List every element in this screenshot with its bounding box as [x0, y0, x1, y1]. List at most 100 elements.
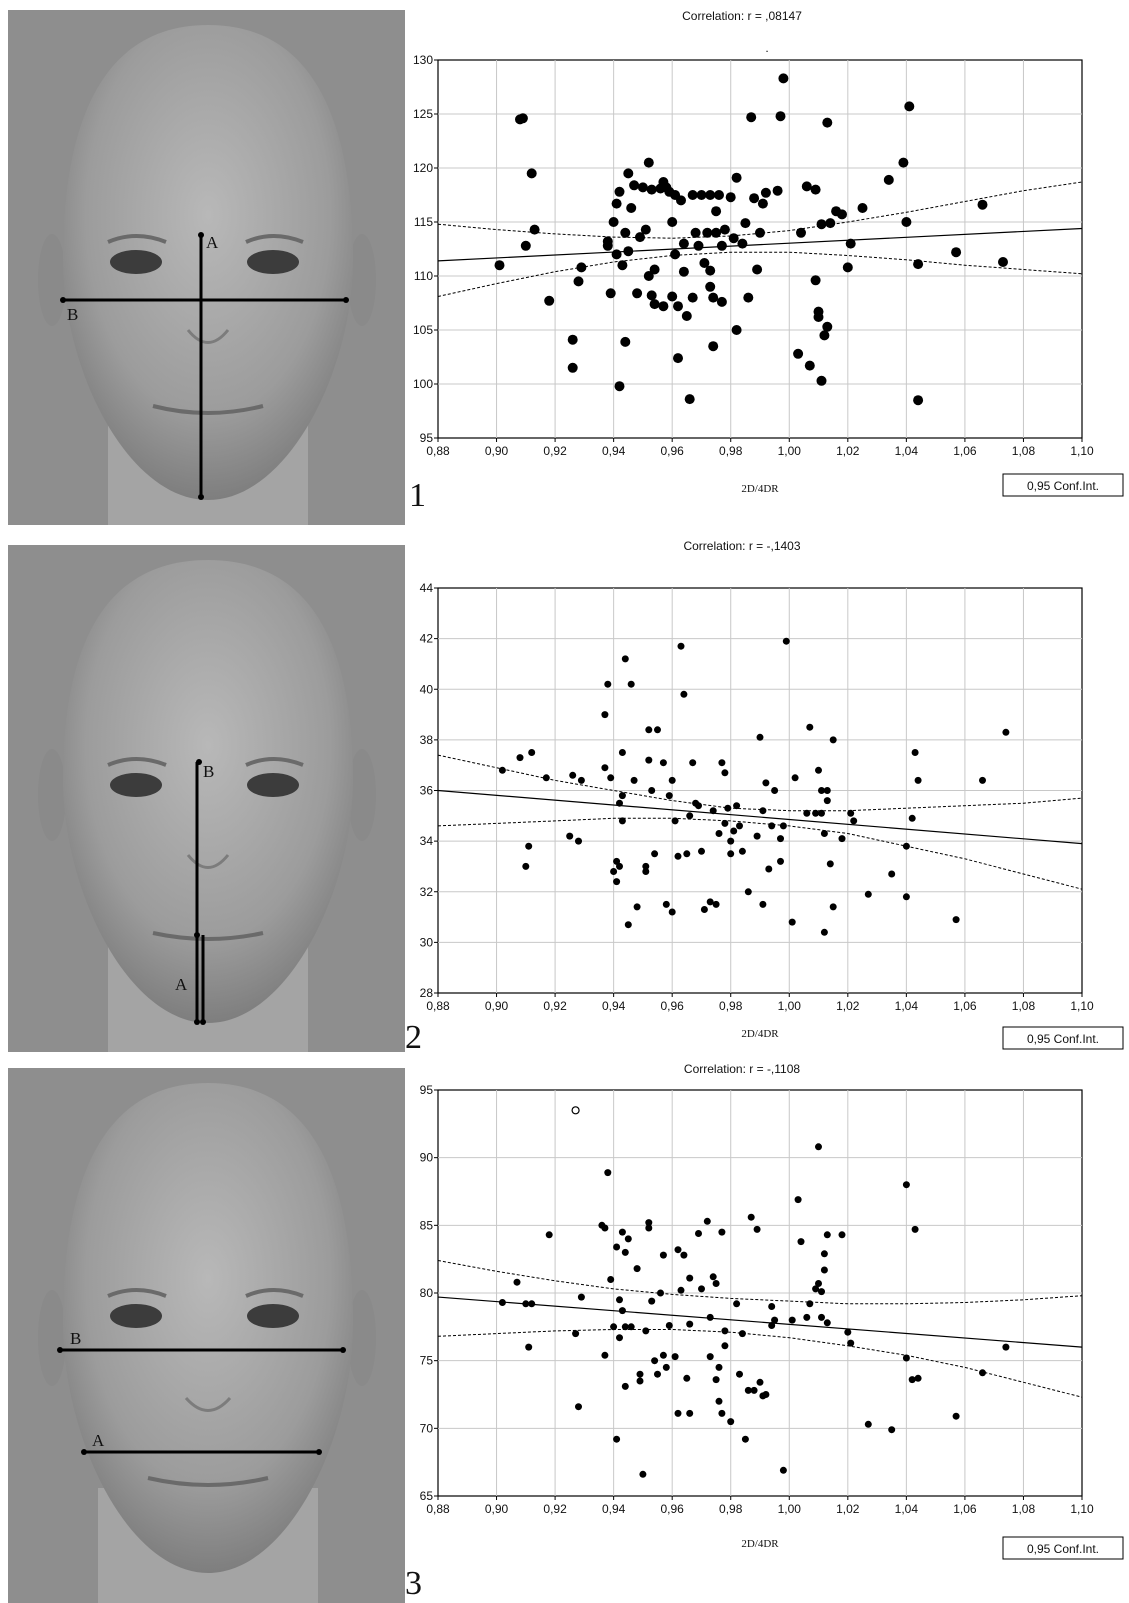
- data-point-2-33: [654, 726, 661, 734]
- data-point-2-104: [1002, 728, 1010, 736]
- y-tick-label-3-2: 75: [420, 1354, 434, 1368]
- data-point-2-5: [542, 774, 550, 782]
- x-tick-label-2-6: 1,00: [778, 999, 802, 1013]
- data-point-2-79: [803, 809, 811, 817]
- data-point-3-13: [607, 1276, 615, 1283]
- data-point-2-98: [902, 842, 910, 850]
- data-point-3-85: [812, 1285, 820, 1293]
- x-tick-label-1-9: 1,06: [953, 444, 977, 458]
- y-tick-label-1-1: 100: [413, 377, 433, 391]
- data-point-2-21: [618, 817, 626, 825]
- data-point-2-96: [888, 870, 896, 878]
- plot-area-1: [437, 59, 1083, 439]
- data-point-3-35: [654, 1370, 661, 1378]
- data-point-2-62: [736, 822, 743, 830]
- data-point-3-53: [706, 1313, 714, 1321]
- data-point-1-19: [617, 260, 628, 271]
- data-point-2-0: [498, 766, 506, 774]
- data-point-3-16: [613, 1435, 621, 1443]
- data-point-3-1: [513, 1278, 521, 1286]
- data-point-3-44: [677, 1286, 685, 1294]
- data-point-1-50: [681, 311, 692, 321]
- data-point-3-96: [847, 1339, 855, 1347]
- data-point-3-91: [820, 1266, 828, 1274]
- x-tick-label-1-10: 1,08: [1012, 444, 1036, 458]
- data-point-3-76: [768, 1322, 776, 1329]
- data-point-1-28: [637, 182, 648, 193]
- outlier-point-3: [571, 1106, 580, 1115]
- data-point-2-97: [902, 893, 910, 901]
- data-point-1-91: [810, 275, 821, 286]
- y-tick-label-1-2: 105: [413, 323, 433, 337]
- data-point-2-89: [826, 860, 834, 868]
- data-point-2-93: [847, 809, 855, 817]
- data-point-3-105: [979, 1369, 986, 1377]
- data-point-2-16: [613, 878, 621, 886]
- y-tick-label-3-5: 90: [420, 1151, 434, 1165]
- data-point-3-82: [797, 1238, 805, 1246]
- data-point-2-56: [721, 819, 729, 827]
- scatter-panel-3: Correlation: r = -,1108 0,88 0,90 0,92 0,94…: [405, 1060, 1129, 1603]
- data-point-1-44: [670, 249, 681, 260]
- data-point-1-101: [837, 209, 847, 220]
- panel-number-2: 2: [405, 1019, 422, 1056]
- data-point-1-48: [678, 266, 689, 277]
- data-point-2-77: [788, 918, 796, 926]
- data-point-3-18: [616, 1334, 623, 1342]
- data-point-1-84: [775, 111, 786, 122]
- data-point-2-58: [727, 837, 735, 845]
- data-point-1-112: [977, 199, 988, 210]
- data-point-2-49: [700, 906, 708, 913]
- chart-title-1: Correlation: r = ,08147: [682, 9, 802, 23]
- data-point-1-60: [705, 265, 716, 276]
- y-tick-label-1-4: 115: [414, 215, 433, 229]
- data-point-1-34: [649, 299, 660, 310]
- scatter-chart-1: Correlation: r = ,08147 . 0,88 0,90 0,92 0,…: [409, 9, 1124, 514]
- data-point-3-68: [741, 1435, 749, 1443]
- ci-legend-label-1: 0,95 Conf.Int.: [1027, 479, 1099, 493]
- data-point-1-70: [725, 192, 736, 203]
- data-point-1-52: [687, 190, 698, 200]
- data-point-3-50: [695, 1230, 702, 1237]
- data-point-3-75: [762, 1391, 770, 1398]
- x-tick-label-3-1: 0,90: [485, 1502, 509, 1516]
- x-axis-label-3: 2D/4DR: [741, 1538, 779, 1550]
- data-point-2-95: [864, 890, 872, 898]
- data-point-3-106: [1002, 1343, 1010, 1351]
- x-tick-label-1-5: 0,98: [719, 444, 743, 458]
- face-diagram-3: B A: [8, 1068, 405, 1603]
- x-tick-label-1-6: 1,00: [778, 444, 802, 458]
- data-point-3-29: [639, 1470, 647, 1478]
- data-point-2-28: [642, 862, 650, 870]
- data-point-3-78: [771, 1316, 779, 1324]
- mouth: [152, 404, 264, 415]
- data-point-1-68: [716, 296, 727, 307]
- chart-title-2: Correlation: r = -,1403: [683, 539, 800, 553]
- y-tick-label-2-0: 28: [420, 986, 434, 1000]
- data-point-1-88: [801, 181, 812, 192]
- ci-legend-box-1: [1002, 473, 1124, 497]
- data-point-2-53: [715, 830, 723, 837]
- data-point-3-42: [674, 1246, 682, 1254]
- data-point-3-70: [747, 1213, 755, 1221]
- data-point-1-53: [687, 292, 698, 303]
- data-point-1-99: [825, 218, 836, 229]
- data-point-2-63: [738, 847, 746, 855]
- data-point-1-29: [640, 224, 651, 235]
- data-point-3-103: [914, 1374, 922, 1382]
- data-point-1-3: [520, 240, 531, 251]
- y-tick-label-1-5: 120: [413, 161, 433, 175]
- data-point-1-7: [567, 334, 578, 345]
- x-tick-label-2-3: 0,94: [602, 999, 626, 1013]
- y-tick-label-2-2: 32: [420, 885, 434, 899]
- data-point-2-57: [724, 804, 732, 812]
- data-point-2-40: [674, 852, 682, 860]
- data-point-2-42: [680, 690, 688, 698]
- data-point-3-80: [788, 1316, 796, 1324]
- data-point-2-34: [659, 759, 667, 767]
- plot-content-1: 0,88 0,90 0,92 0,94 0,96 0,98 1,00 1,02 1,04 1,06…: [413, 53, 1094, 458]
- data-point-1-35: [649, 264, 660, 275]
- data-point-3-25: [627, 1323, 635, 1331]
- x-tick-label-1-11: 1,10: [1070, 444, 1094, 458]
- plot-content-2: 0,88 0,90 0,92 0,94 0,96 0,98 1,00 1,02 1,04 1,06…: [420, 581, 1094, 1013]
